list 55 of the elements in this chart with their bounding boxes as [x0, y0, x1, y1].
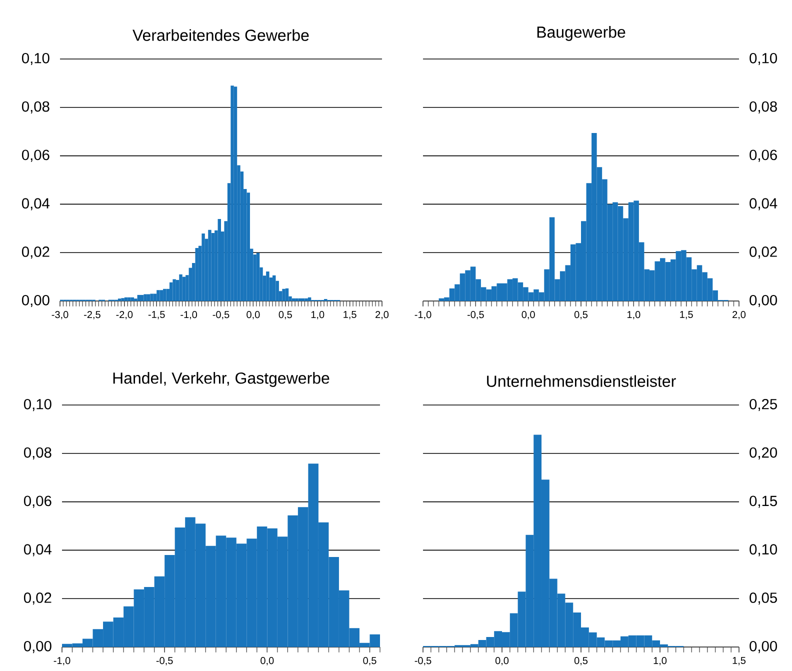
x-tick-label: -1,0 — [54, 657, 70, 666]
y-tick-label: 0,06 — [22, 150, 50, 162]
y-tick-label: 0,25 — [750, 398, 777, 412]
x-tick-label: 0,5 — [574, 311, 588, 320]
y-tick-label: 0,10 — [22, 52, 50, 66]
x-tick-label: 1,0 — [654, 657, 667, 666]
x-tick-label: 0,0 — [522, 311, 535, 320]
y-tick-label: 0,10 — [24, 398, 52, 412]
x-tick-label: -2,0 — [116, 311, 133, 320]
chart-title: Baugewerbe — [537, 26, 626, 41]
x-tick-label: -1,0 — [180, 311, 198, 320]
x-tick-label: 1,0 — [311, 311, 324, 320]
y-tick-label: 0,10 — [750, 52, 778, 66]
y-tick-label: 0,02 — [750, 246, 777, 259]
chart-title: Unternehmensdienstleister — [487, 375, 676, 387]
x-tick-label: -1,5 — [148, 311, 165, 320]
y-tick-label: 0,04 — [750, 198, 778, 210]
x-tick-label: -0,5 — [467, 311, 484, 320]
y-tick-label: 0,08 — [24, 447, 52, 460]
y-tick-label: 0,04 — [22, 198, 50, 210]
x-tick-label: 1,0 — [627, 311, 640, 320]
y-tick-label: 0,05 — [750, 592, 777, 605]
x-tick-label: 0,0 — [495, 657, 509, 666]
y-tick-label: 0,04 — [24, 544, 52, 556]
x-tick-label: -0,5 — [156, 657, 173, 666]
x-tick-label: 1,5 — [732, 657, 746, 666]
y-tick-label: 0,00 — [24, 640, 52, 654]
y-tick-label: 0,06 — [24, 496, 52, 508]
y-tick-label: 0,00 — [750, 294, 778, 308]
y-tick-label: 0,10 — [750, 544, 778, 556]
chart-title: Handel, Verkehr, Gastgewerbe — [113, 372, 330, 387]
x-tick-label: 0,5 — [363, 657, 376, 666]
x-tick-label: 1,5 — [680, 311, 693, 320]
x-tick-label: -2,5 — [84, 311, 100, 320]
x-tick-label: 0,0 — [246, 311, 260, 320]
y-tick-label: 0,06 — [750, 150, 777, 162]
x-tick-label: 0,5 — [278, 311, 292, 320]
y-tick-label: 0,02 — [24, 592, 52, 605]
x-tick-label: -3,0 — [52, 311, 68, 320]
x-tick-label: -1,0 — [414, 311, 432, 320]
x-tick-label: 0,0 — [260, 657, 274, 666]
y-tick-label: 0,08 — [22, 101, 50, 114]
y-tick-label: 0,00 — [22, 294, 50, 308]
y-tick-label: 0,00 — [750, 640, 778, 654]
y-tick-label: 0,15 — [750, 496, 777, 508]
x-tick-label: -0,5 — [414, 657, 432, 666]
x-tick-label: 1,5 — [344, 311, 356, 320]
x-tick-label: -0,5 — [212, 311, 230, 320]
y-tick-label: 0,02 — [22, 246, 50, 259]
y-tick-label: 0,20 — [750, 447, 778, 460]
x-tick-label: 0,5 — [574, 657, 588, 666]
x-tick-label: 2,0 — [376, 311, 389, 320]
x-tick-label: 2,0 — [732, 311, 746, 320]
chart-title: Verarbeitendes Gewerbe — [132, 29, 309, 41]
y-tick-label: 0,08 — [750, 101, 777, 114]
